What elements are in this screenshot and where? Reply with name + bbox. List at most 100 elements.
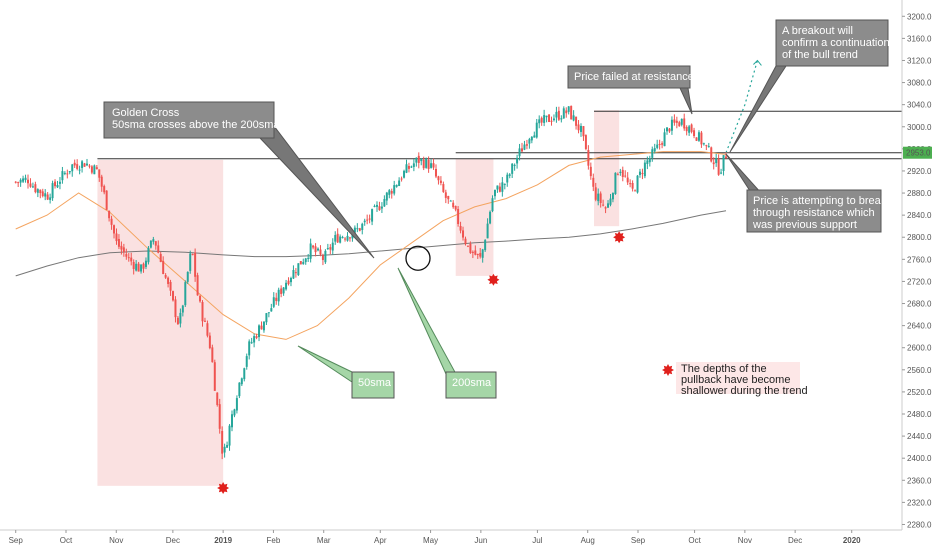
x-tick-label: Feb bbox=[267, 536, 281, 545]
candle-body bbox=[454, 206, 457, 210]
candle-body bbox=[496, 185, 499, 190]
x-tick-label: Sep bbox=[631, 536, 646, 545]
candle-body bbox=[474, 250, 477, 255]
y-tick-label: 2560.0 bbox=[907, 366, 932, 375]
y-tick-label: 2440.0 bbox=[907, 432, 932, 441]
depths-note-text: pullback have become bbox=[681, 374, 790, 386]
candle-body bbox=[326, 248, 329, 250]
candle-body bbox=[49, 197, 52, 200]
candle-body bbox=[457, 209, 460, 225]
candle-body bbox=[466, 245, 469, 247]
candle-body bbox=[486, 223, 489, 239]
candle-body bbox=[149, 240, 152, 248]
golden-cross-callout-text: 50sma crosses above the 200sma bbox=[112, 119, 280, 131]
candle-body bbox=[530, 136, 533, 141]
pullback-zone-0 bbox=[97, 159, 224, 486]
candle-body bbox=[582, 126, 585, 137]
candle-body bbox=[540, 117, 543, 123]
candle-body bbox=[366, 219, 369, 221]
candle-body bbox=[643, 162, 646, 177]
pullback-low-marker bbox=[487, 273, 500, 286]
candle-body bbox=[83, 163, 86, 167]
y-tick-label: 2920.0 bbox=[907, 167, 932, 176]
candle-body bbox=[201, 302, 204, 322]
failed-callout-text: Price failed at resistance bbox=[574, 71, 694, 83]
candle-body bbox=[240, 378, 243, 385]
candle-body bbox=[174, 299, 177, 318]
candle-body bbox=[415, 157, 418, 163]
candle-body bbox=[228, 425, 231, 446]
candle-body bbox=[712, 162, 715, 165]
candle-body bbox=[626, 177, 629, 183]
candle-body bbox=[560, 118, 563, 120]
candle-body bbox=[81, 161, 84, 168]
candle-body bbox=[34, 184, 37, 193]
candle-body bbox=[120, 245, 123, 250]
candle-body bbox=[425, 159, 428, 168]
candle-body bbox=[68, 171, 71, 173]
candle-body bbox=[135, 263, 138, 271]
candle-body bbox=[695, 137, 698, 141]
candle-body bbox=[641, 173, 644, 175]
candle-body bbox=[410, 166, 413, 168]
candle-body bbox=[521, 148, 524, 152]
y-tick-label: 3160.0 bbox=[907, 34, 932, 43]
candle-body bbox=[666, 127, 669, 132]
candle-body bbox=[258, 325, 261, 338]
candle-body bbox=[103, 186, 106, 193]
candle-body bbox=[493, 189, 496, 197]
candle-body bbox=[184, 282, 187, 306]
candle-body bbox=[501, 182, 504, 192]
candle-body bbox=[725, 156, 727, 159]
candle-body bbox=[199, 296, 202, 302]
candle-body bbox=[275, 297, 278, 302]
candle-body bbox=[317, 248, 320, 251]
candle-body bbox=[250, 342, 253, 344]
candle-body bbox=[710, 147, 713, 162]
candle-body bbox=[646, 160, 649, 164]
candle-body bbox=[715, 158, 718, 164]
candle-body bbox=[208, 335, 211, 349]
candle-body bbox=[203, 320, 206, 322]
candle-body bbox=[309, 243, 312, 259]
depths-note-bg bbox=[676, 362, 800, 394]
candle-body bbox=[282, 287, 285, 294]
candle-body bbox=[344, 238, 347, 240]
candle-body bbox=[442, 184, 445, 192]
candle-body bbox=[19, 179, 22, 183]
candle-body bbox=[634, 190, 637, 192]
candle-body bbox=[385, 192, 388, 201]
pullback-low-markers bbox=[217, 231, 626, 494]
candle-body bbox=[439, 180, 442, 183]
attempt-callout-text: Price is attempting to break bbox=[753, 195, 887, 207]
candle-body bbox=[434, 168, 437, 177]
candle-body bbox=[93, 165, 96, 175]
candle-body bbox=[181, 305, 184, 313]
candle-body bbox=[616, 174, 619, 176]
breakout-callout-box bbox=[775, 19, 889, 67]
candle-body bbox=[405, 164, 408, 173]
candle-body bbox=[420, 159, 423, 162]
candle-body bbox=[27, 179, 30, 184]
candle-body bbox=[132, 261, 135, 270]
depths-note-text: The depths of the bbox=[681, 363, 767, 375]
candle-body bbox=[46, 194, 49, 200]
candle-body bbox=[398, 180, 401, 187]
candle-body bbox=[648, 158, 651, 163]
candle-body bbox=[368, 218, 371, 220]
candle-body bbox=[243, 368, 246, 380]
candle-body bbox=[24, 177, 27, 180]
candle-body bbox=[216, 392, 219, 405]
failed-pointer bbox=[679, 87, 693, 115]
sma200-line bbox=[15, 210, 727, 277]
x-tick-label: Nov bbox=[738, 536, 752, 545]
projection-arrowhead bbox=[753, 59, 762, 66]
candle-body bbox=[154, 241, 157, 246]
candle-body bbox=[400, 178, 403, 180]
attempt-callout-text: through resistance which bbox=[753, 207, 875, 219]
candle-body bbox=[700, 132, 703, 145]
